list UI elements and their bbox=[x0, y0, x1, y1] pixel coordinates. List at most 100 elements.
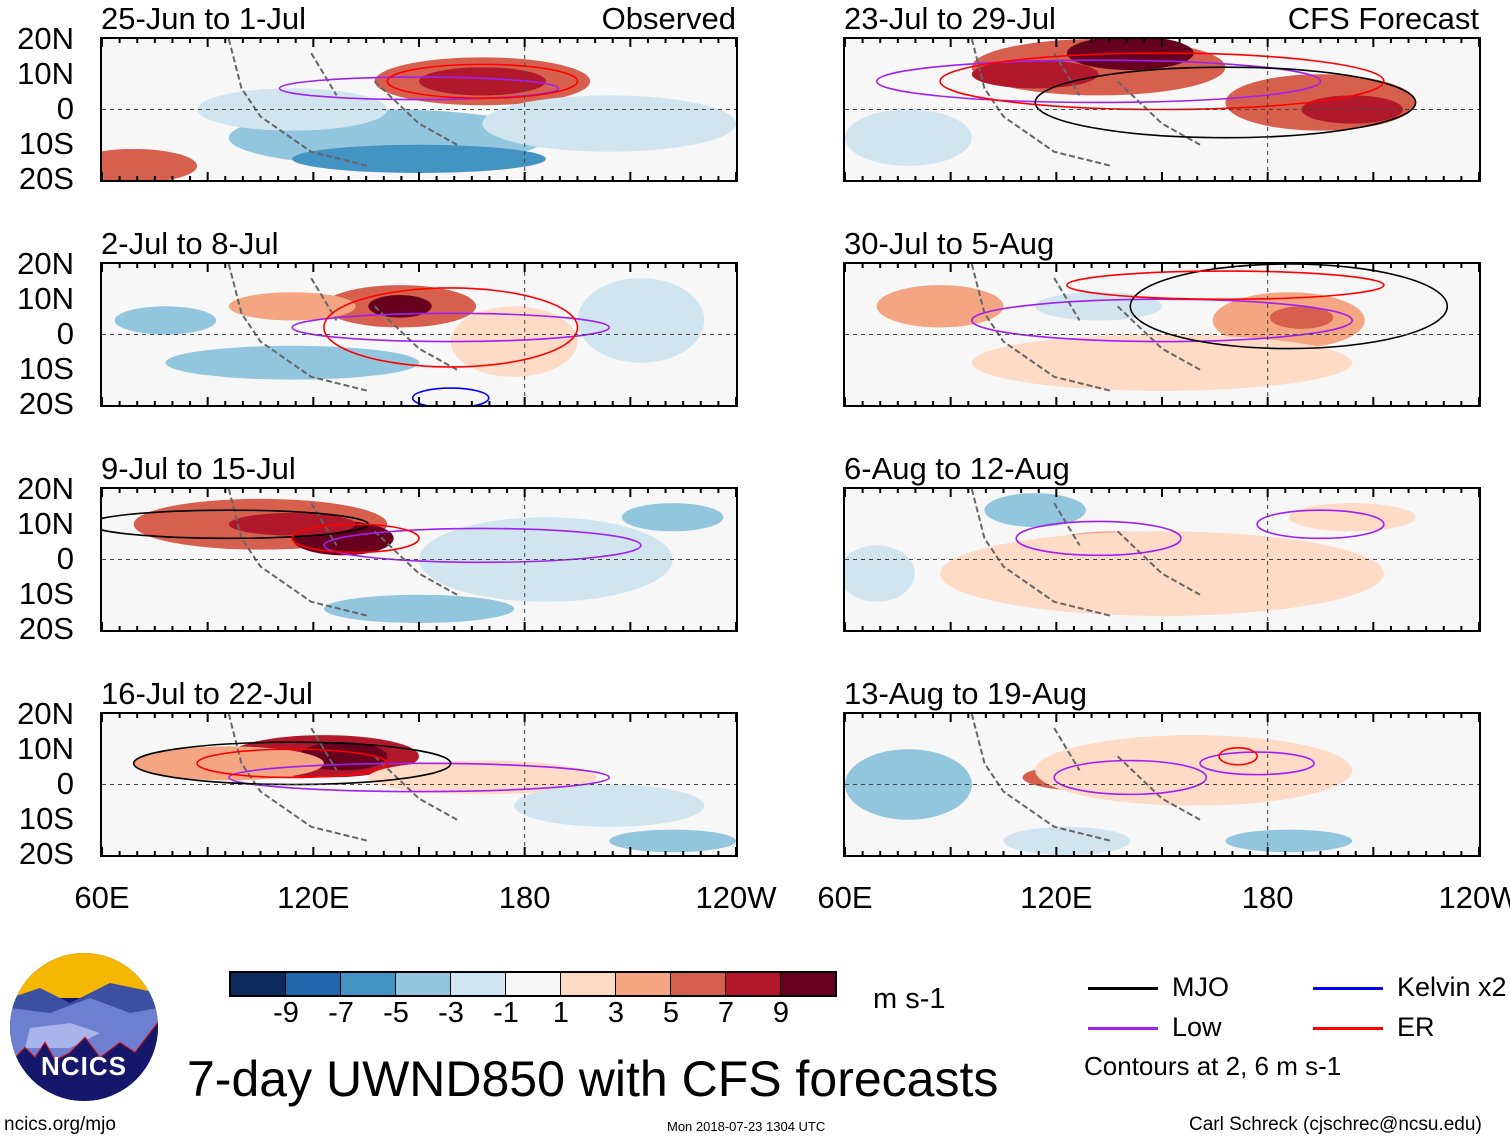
lat-label: 10S bbox=[18, 801, 74, 836]
wave-contour bbox=[386, 63, 579, 100]
colorbar-swatch bbox=[286, 973, 341, 995]
lat-label: 20S bbox=[18, 386, 74, 421]
footer-url[interactable]: ncics.org/mjo bbox=[4, 1114, 116, 1135]
map-panel bbox=[100, 262, 738, 407]
colorbar-swatch bbox=[781, 973, 835, 995]
panel-date-range: 2-Jul to 8-Jul bbox=[101, 226, 279, 261]
wave-contour bbox=[228, 762, 610, 793]
colorbar-tick: -3 bbox=[438, 997, 464, 1029]
anomaly-region bbox=[876, 285, 1004, 328]
lat-label: 0 bbox=[56, 541, 74, 576]
map-panel bbox=[843, 37, 1481, 182]
colorbar-swatch bbox=[616, 973, 671, 995]
anomaly-map bbox=[102, 714, 736, 855]
colorbar-tick: 7 bbox=[717, 997, 735, 1029]
anomaly-region bbox=[102, 148, 198, 180]
anomaly-map bbox=[845, 489, 1479, 630]
lon-label: 120E bbox=[277, 880, 350, 915]
lat-label: 0 bbox=[56, 316, 74, 351]
colorbar-swatch bbox=[506, 973, 561, 995]
anomaly-map bbox=[845, 264, 1479, 405]
colorbar-swatch bbox=[341, 973, 396, 995]
anomaly-region bbox=[368, 295, 432, 318]
anomaly-region bbox=[1003, 826, 1131, 855]
anomaly-region bbox=[197, 88, 388, 131]
anomaly-region bbox=[292, 144, 546, 173]
colorbar-swatch bbox=[451, 973, 506, 995]
legend-label: Low bbox=[1172, 1012, 1222, 1042]
coastline bbox=[227, 714, 458, 842]
lat-label: 20N bbox=[17, 21, 74, 56]
anomaly-region bbox=[1269, 306, 1334, 329]
anomaly-region bbox=[845, 749, 972, 820]
colorbar-swatch bbox=[561, 973, 616, 995]
anomaly-region bbox=[609, 829, 736, 853]
lat-label: 10N bbox=[17, 56, 74, 91]
anomaly-region bbox=[845, 109, 972, 166]
footer-timestamp: Mon 2018-07-23 1304 UTC bbox=[667, 1119, 826, 1134]
lat-label: 10N bbox=[17, 281, 74, 316]
anomaly-map bbox=[102, 39, 736, 180]
anomaly-region bbox=[228, 292, 356, 321]
wave-contour bbox=[1015, 520, 1182, 557]
colorbar-tick: -1 bbox=[493, 997, 519, 1029]
anomaly-region bbox=[165, 345, 419, 380]
anomaly-region bbox=[971, 60, 1099, 89]
anomaly-region bbox=[971, 334, 1353, 391]
wave-contour bbox=[411, 387, 490, 405]
colorbar-tick: 1 bbox=[552, 997, 570, 1029]
lon-label: 180 bbox=[498, 880, 551, 915]
map-panel bbox=[100, 712, 738, 857]
legend-line-er bbox=[1313, 1027, 1383, 1030]
anomaly-region bbox=[482, 95, 736, 152]
lon-label: 60E bbox=[817, 880, 873, 915]
colorbar bbox=[229, 971, 837, 997]
anomaly-region bbox=[368, 760, 597, 795]
logo-text: NCICS bbox=[41, 1051, 127, 1081]
anomaly-map bbox=[845, 39, 1479, 180]
legend-line-mjo bbox=[1088, 987, 1158, 990]
coastline bbox=[227, 489, 458, 617]
colorbar-swatch bbox=[726, 973, 781, 995]
panel-date-range: 13-Aug to 19-Aug bbox=[844, 676, 1088, 711]
wave-contour bbox=[1256, 509, 1385, 540]
panel-corner-label: CFS Forecast bbox=[1287, 1, 1479, 36]
legend-label: ER bbox=[1397, 1012, 1435, 1042]
anomaly-region bbox=[1225, 829, 1353, 853]
lat-label: 20N bbox=[17, 246, 74, 281]
wave-contour bbox=[939, 52, 1385, 111]
wave-contour bbox=[971, 298, 1353, 343]
coastline bbox=[970, 489, 1201, 617]
legend-label: Kelvin x2 bbox=[1397, 972, 1507, 1002]
lat-label: 20N bbox=[17, 696, 74, 731]
map-panel bbox=[100, 487, 738, 632]
anomaly-map bbox=[102, 264, 736, 405]
legend-line-low bbox=[1088, 1027, 1158, 1030]
panel-date-range: 9-Jul to 15-Jul bbox=[101, 451, 296, 486]
lat-label: 20N bbox=[17, 471, 74, 506]
coastline bbox=[970, 714, 1201, 842]
lat-label: 10S bbox=[18, 351, 74, 386]
lon-label: 120E bbox=[1020, 880, 1093, 915]
coastline bbox=[227, 39, 458, 167]
wave-contour bbox=[1218, 747, 1258, 766]
legend-note: Contours at 2, 6 m s-1 bbox=[1084, 1051, 1342, 1081]
anomaly-region bbox=[450, 306, 578, 377]
anomaly-region bbox=[323, 594, 515, 623]
anomaly-region bbox=[984, 493, 1086, 528]
colorbar-swatch bbox=[396, 973, 451, 995]
anomaly-region bbox=[940, 531, 1384, 616]
anomaly-region bbox=[514, 784, 705, 827]
wave-contour bbox=[1129, 264, 1449, 350]
lat-label: 20S bbox=[18, 611, 74, 646]
anomaly-map bbox=[102, 489, 736, 630]
lon-label: 120W bbox=[1438, 880, 1510, 915]
colorbar-tick: 9 bbox=[772, 997, 790, 1029]
anomaly-map bbox=[845, 714, 1479, 855]
anomaly-region bbox=[845, 545, 915, 602]
lon-label: 60E bbox=[74, 880, 130, 915]
lat-label: 0 bbox=[56, 91, 74, 126]
colorbar-tick: 3 bbox=[607, 997, 625, 1029]
wave-contour bbox=[323, 527, 642, 564]
map-panel bbox=[843, 712, 1481, 857]
